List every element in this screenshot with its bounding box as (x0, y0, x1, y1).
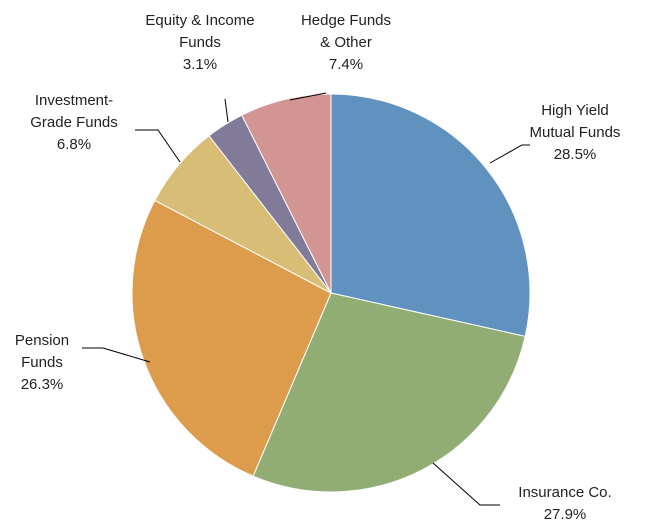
value-label: 7.4% (328, 56, 364, 73)
slice-label: Investment-Grade Funds 6.8% (24, 90, 124, 156)
category-label: Hedge Funds & Other (300, 12, 392, 51)
category-label: Insurance Co. (518, 484, 612, 501)
category-label: Investment-Grade Funds (30, 92, 118, 131)
slice-label: Equity & Income Funds 3.1% (135, 10, 265, 76)
category-label: Pension Funds (14, 332, 70, 371)
pie-slice (330, 93, 531, 338)
slice-label: Hedge Funds & Other 7.4% (300, 10, 392, 76)
leader-line (489, 144, 530, 164)
leader-line (432, 462, 500, 506)
value-label: 6.8% (56, 136, 92, 153)
value-label: 3.1% (182, 56, 218, 73)
leader-line (82, 347, 151, 363)
slice-label: High Yield Mutual Funds 28.5% (523, 100, 628, 166)
slice-label: Insurance Co. 27.9% (505, 482, 625, 526)
value-label: 27.9% (543, 506, 587, 523)
value-label: 26.3% (20, 376, 64, 393)
leader-line (289, 92, 327, 101)
category-label: Equity & Income Funds (145, 12, 255, 51)
pie-slice (252, 292, 526, 493)
category-label: High Yield Mutual Funds (529, 102, 621, 141)
value-label: 28.5% (553, 146, 597, 163)
leader-line (135, 129, 181, 163)
slice-label: Pension Funds 26.3% (7, 330, 77, 396)
leader-line (224, 98, 229, 123)
pie-slice (241, 93, 332, 294)
